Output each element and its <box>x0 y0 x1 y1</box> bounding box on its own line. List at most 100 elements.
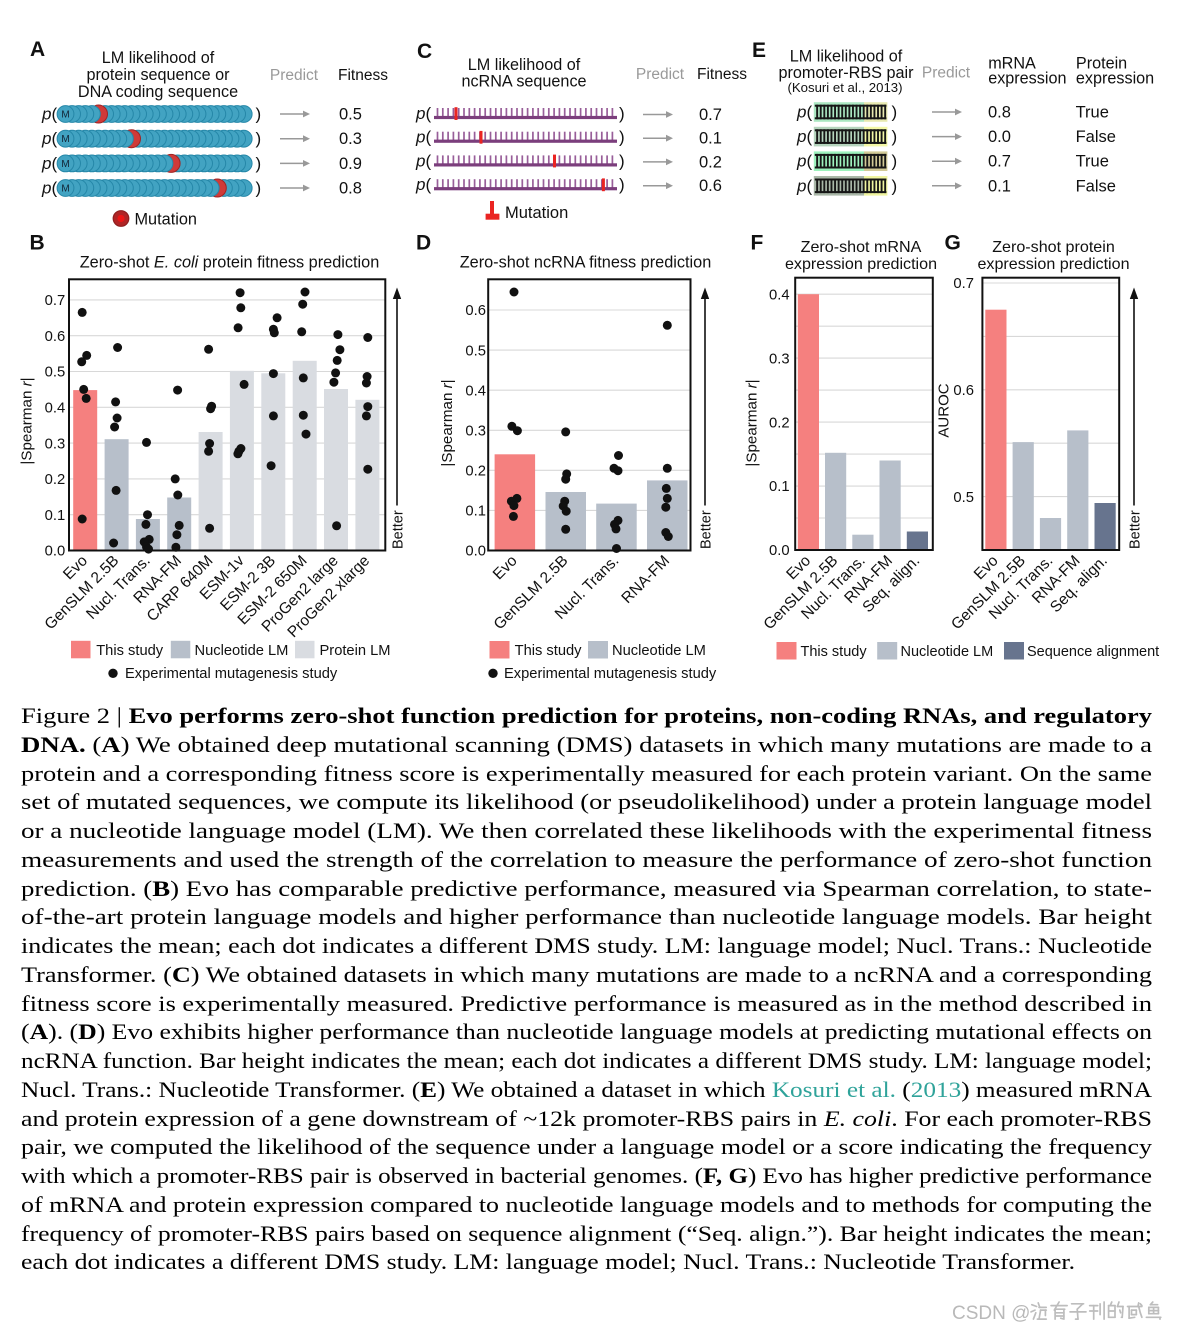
svg-text:0.1: 0.1 <box>699 130 722 148</box>
svg-text:0.3: 0.3 <box>45 436 66 452</box>
svg-text:): ) <box>256 179 262 198</box>
svg-text:0.4: 0.4 <box>45 401 66 417</box>
svg-text:p(: p( <box>415 175 431 194</box>
svg-text:B: B <box>30 232 45 255</box>
svg-text:Better: Better <box>1127 510 1143 549</box>
svg-text:|Spearman r|: |Spearman r| <box>19 377 36 464</box>
svg-text:F: F <box>751 232 764 255</box>
svg-text:RNA-FM: RNA-FM <box>618 552 673 607</box>
svg-text:Nucleotide LM: Nucleotide LM <box>901 644 994 660</box>
svg-text:expression prediction: expression prediction <box>785 255 937 273</box>
svg-text:p(: p( <box>415 128 431 147</box>
svg-text:p(: p( <box>41 179 57 198</box>
svg-text:Zero-shot E. coli protein fitn: Zero-shot E. coli protein fitness predic… <box>80 254 380 272</box>
svg-text:This study: This study <box>801 644 868 660</box>
svg-text:0.0: 0.0 <box>769 543 790 559</box>
svg-text:0.2: 0.2 <box>465 464 486 480</box>
svg-text:0.0: 0.0 <box>988 128 1011 146</box>
svg-text:): ) <box>619 104 625 123</box>
svg-text:0.2: 0.2 <box>45 472 66 488</box>
svg-text:0.3: 0.3 <box>339 130 362 148</box>
svg-text:p(: p( <box>415 104 431 123</box>
svg-text:LM likelihood of: LM likelihood of <box>468 56 581 74</box>
svg-text:0.4: 0.4 <box>465 383 486 399</box>
svg-text:|Spearman r|: |Spearman r| <box>439 379 456 466</box>
svg-text:Experimental mutagenesis study: Experimental mutagenesis study <box>504 666 717 682</box>
svg-text:): ) <box>619 128 625 147</box>
svg-text:False: False <box>1076 128 1116 146</box>
svg-text:promoter-RBS pair: promoter-RBS pair <box>779 64 915 82</box>
svg-text:p(: p( <box>796 152 812 171</box>
svg-text:0.6: 0.6 <box>699 177 722 195</box>
svg-text:expression prediction: expression prediction <box>977 255 1129 273</box>
svg-text:A: A <box>30 38 45 61</box>
svg-text:0.4: 0.4 <box>769 287 790 303</box>
svg-text:): ) <box>256 154 262 173</box>
svg-text:G: G <box>945 232 961 255</box>
svg-text:Nucleotide LM: Nucleotide LM <box>195 643 289 659</box>
svg-text:True: True <box>1076 153 1109 171</box>
svg-text:): ) <box>619 175 625 194</box>
svg-text:0.5: 0.5 <box>953 490 974 506</box>
svg-text:0.6: 0.6 <box>465 303 486 319</box>
svg-text:p(: p( <box>415 151 431 170</box>
svg-text:0.2: 0.2 <box>769 415 790 431</box>
svg-text:M: M <box>61 134 69 145</box>
svg-text:ncRNA sequence: ncRNA sequence <box>461 73 586 91</box>
svg-text:0.6: 0.6 <box>45 329 66 345</box>
svg-text:0.7: 0.7 <box>953 276 974 292</box>
svg-text:0.1: 0.1 <box>45 508 66 524</box>
svg-text:0.7: 0.7 <box>988 153 1011 171</box>
svg-text:0.1: 0.1 <box>769 479 790 495</box>
svg-text:Mutation: Mutation <box>505 204 568 222</box>
svg-text:M: M <box>61 184 69 195</box>
svg-text:This study: This study <box>515 643 583 659</box>
svg-text:mRNA: mRNA <box>988 54 1036 72</box>
svg-text:E: E <box>752 39 766 62</box>
svg-text:0.1: 0.1 <box>988 177 1011 195</box>
svg-text:Zero-shot ncRNA fitness predic: Zero-shot ncRNA fitness prediction <box>460 254 712 272</box>
svg-text:Predict: Predict <box>636 66 685 83</box>
svg-text:0.8: 0.8 <box>988 104 1011 122</box>
svg-text:(Kosuri et al., 2013): (Kosuri et al., 2013) <box>787 80 902 95</box>
svg-text:0.1: 0.1 <box>465 504 486 520</box>
svg-text:Sequence alignment: Sequence alignment <box>1027 644 1159 660</box>
svg-text:CSDN @: CSDN @ <box>952 1303 1030 1324</box>
svg-text:0.7: 0.7 <box>699 106 722 124</box>
svg-text:0.7: 0.7 <box>45 293 66 309</box>
svg-text:p(: p( <box>796 127 812 146</box>
svg-text:Experimental mutagenesis study: Experimental mutagenesis study <box>125 666 338 682</box>
svg-text:Predict: Predict <box>270 67 319 84</box>
svg-text:p(: p( <box>41 154 57 173</box>
svg-text:|Spearman r|: |Spearman r| <box>744 379 761 466</box>
svg-text:0.8: 0.8 <box>339 180 362 198</box>
svg-text:True: True <box>1076 104 1109 122</box>
svg-text:): ) <box>892 127 898 146</box>
svg-text:Better: Better <box>698 510 714 549</box>
svg-text:Protein: Protein <box>1076 54 1127 72</box>
svg-text:DNA coding sequence: DNA coding sequence <box>78 83 238 101</box>
svg-text:0.5: 0.5 <box>339 106 362 124</box>
svg-text:M: M <box>61 110 69 121</box>
svg-text:Zero-shot protein: Zero-shot protein <box>992 238 1115 256</box>
svg-text:Nucleotide LM: Nucleotide LM <box>612 643 706 659</box>
svg-text:): ) <box>256 129 262 148</box>
svg-text:expression: expression <box>1076 70 1154 88</box>
svg-text:0.2: 0.2 <box>699 153 722 171</box>
svg-text:C: C <box>417 40 432 63</box>
svg-text:): ) <box>892 103 898 122</box>
svg-text:p(: p( <box>41 105 57 124</box>
svg-text:Predict: Predict <box>922 65 971 82</box>
svg-text:p(: p( <box>41 129 57 148</box>
svg-text:p(: p( <box>796 176 812 195</box>
svg-text:AUROC: AUROC <box>936 383 953 437</box>
svg-text:D: D <box>416 232 431 255</box>
svg-text:LM likelihood of: LM likelihood of <box>790 48 903 66</box>
svg-text:Fitness: Fitness <box>697 66 747 83</box>
svg-text:Zero-shot mRNA: Zero-shot mRNA <box>801 238 922 256</box>
svg-text:0.9: 0.9 <box>339 155 362 173</box>
svg-text:Fitness: Fitness <box>338 67 388 84</box>
svg-text:0.5: 0.5 <box>45 365 66 381</box>
svg-text:0.6: 0.6 <box>953 383 974 399</box>
svg-text:Mutation: Mutation <box>135 211 197 229</box>
